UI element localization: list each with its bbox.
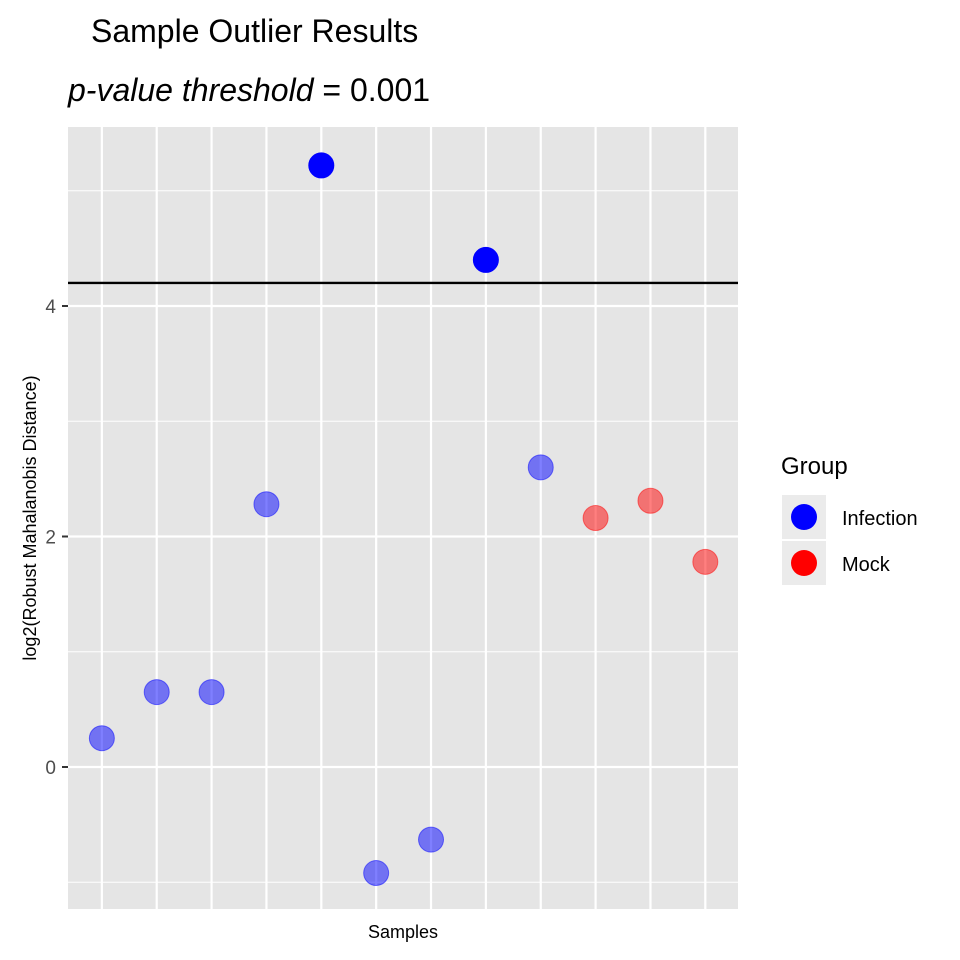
data-point-3 (198, 679, 225, 706)
plot-panel (68, 127, 738, 909)
data-point-2 (143, 679, 170, 706)
legend-key-mock (791, 550, 817, 576)
data-point-6 (363, 860, 390, 887)
y-axis-ticks: 0 2 4 (45, 297, 68, 779)
legend: Group Infection Mock (781, 453, 918, 585)
y-tick-label-2: 4 (45, 297, 56, 318)
legend-label-mock: Mock (842, 554, 891, 576)
data-point-12 (692, 548, 719, 575)
data-point-10 (582, 505, 609, 532)
data-point-9 (527, 454, 554, 481)
points-layer (88, 152, 719, 887)
y-tick-label-1: 2 (45, 528, 56, 549)
legend-key-infection (791, 504, 817, 530)
chart-subtitle-plain: = 0.001 (313, 72, 430, 108)
grid-minor (68, 190, 738, 883)
data-point-4 (253, 491, 280, 518)
data-point-1 (88, 725, 115, 752)
y-axis-title: log2(Robust Mahalanobis Distance) (20, 375, 40, 660)
data-point-7 (418, 826, 445, 853)
data-point-8 (472, 246, 499, 273)
chart-subtitle: p-value threshold = 0.001 (67, 72, 430, 108)
y-tick-label-0: 0 (45, 758, 56, 779)
x-axis-title: Samples (368, 922, 438, 942)
legend-title: Group (781, 453, 848, 480)
data-point-5 (308, 152, 335, 179)
legend-label-infection: Infection (842, 508, 918, 530)
chart-subtitle-italic: p-value threshold (67, 72, 315, 108)
data-point-11 (637, 487, 664, 514)
chart-title: Sample Outlier Results (91, 13, 418, 49)
